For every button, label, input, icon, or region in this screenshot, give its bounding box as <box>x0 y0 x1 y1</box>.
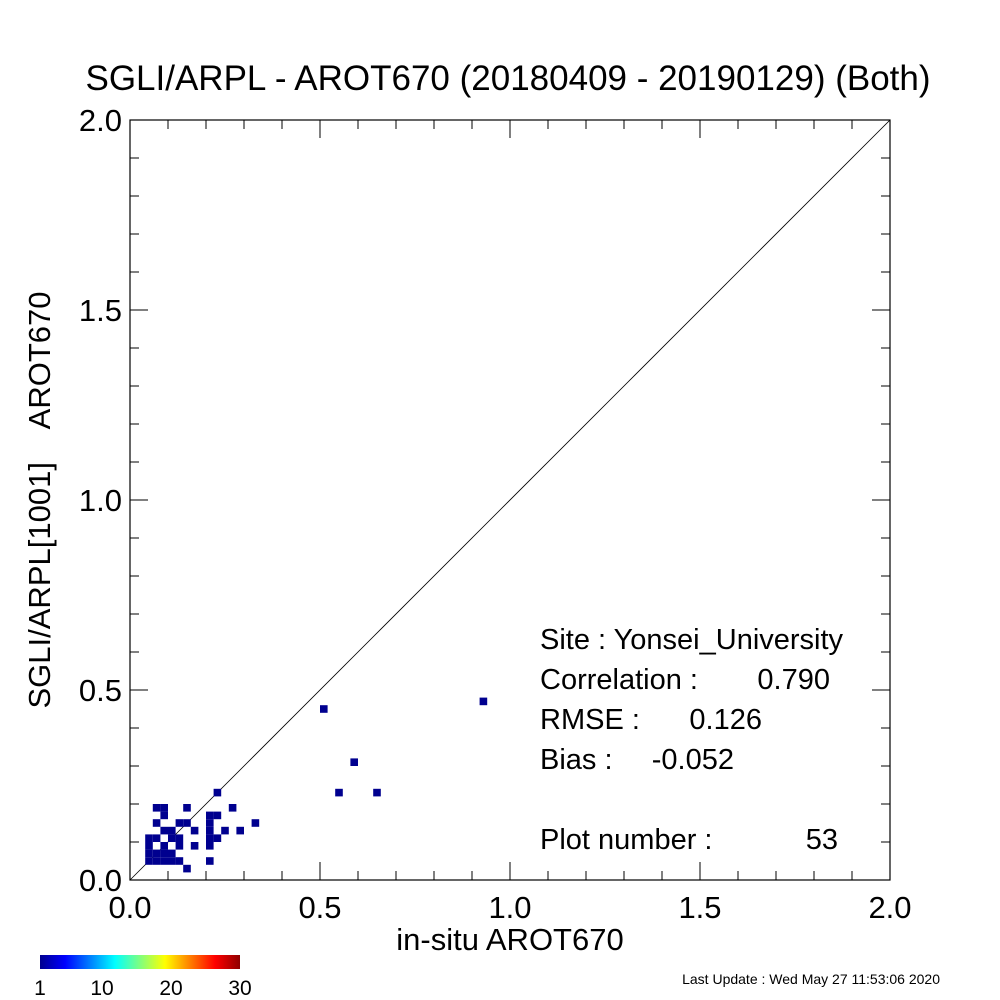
site-label: Site : Yonsei_University <box>540 624 844 656</box>
data-point <box>152 819 161 827</box>
data-point <box>160 842 168 850</box>
data-point <box>183 864 191 873</box>
data-point <box>213 788 222 797</box>
data-point <box>168 857 176 865</box>
data-point <box>160 804 168 812</box>
data-point <box>160 849 168 858</box>
colorbar-tick-label: 30 <box>228 977 251 1000</box>
correlation-value: 0.790 <box>757 664 830 696</box>
colorbar-tick-labels: 1 10 20 30 <box>34 977 252 1000</box>
data-point <box>190 826 199 835</box>
data-point <box>221 826 229 835</box>
data-point <box>228 804 237 812</box>
data-point <box>145 849 153 858</box>
data-point <box>175 842 184 850</box>
x-tick-label: 1.5 <box>678 890 721 925</box>
data-point <box>145 842 153 850</box>
data-point <box>206 819 214 827</box>
data-point <box>206 834 214 842</box>
bias-label: Bias : <box>540 744 613 776</box>
last-update-text: Last Update : Wed May 27 11:53:06 2020 <box>682 971 940 987</box>
y-tick-labels: 0.0 0.5 1.0 1.5 2.0 <box>79 103 122 898</box>
data-point <box>145 857 153 865</box>
data-point <box>236 826 244 835</box>
x-tick-label: 0.5 <box>298 890 341 925</box>
data-point <box>206 857 214 865</box>
y-tick-label: 1.5 <box>79 293 122 328</box>
data-points <box>145 697 488 873</box>
data-point <box>168 849 176 858</box>
data-point <box>479 697 488 706</box>
data-point <box>206 826 214 835</box>
axis-ticks <box>129 119 891 881</box>
colorbar-gradient <box>40 955 240 969</box>
y-tick-label: 0.5 <box>79 673 122 708</box>
plot-number-label: Plot number : <box>540 824 712 856</box>
x-tick-label: 1.0 <box>488 890 531 925</box>
chart-title: SGLI/ARPL - AROT670 (20180409 - 20190129… <box>85 59 930 98</box>
x-axis-label: in-situ AROT670 <box>396 922 623 957</box>
one-to-one-line <box>129 119 891 881</box>
data-point <box>206 811 214 820</box>
data-point <box>152 804 161 812</box>
data-point <box>213 811 222 820</box>
data-point <box>183 819 191 827</box>
bias-value: -0.052 <box>652 744 734 776</box>
data-point <box>145 834 153 842</box>
data-point <box>213 834 222 842</box>
stats-panel: Site : Yonsei_University Correlation : 0… <box>540 624 844 856</box>
x-tick-label: 0.0 <box>108 890 151 925</box>
data-point <box>350 758 358 766</box>
plot-number-value: 53 <box>806 824 838 856</box>
data-point <box>335 788 343 797</box>
correlation-label: Correlation : <box>540 664 698 696</box>
data-point <box>373 788 381 797</box>
data-point <box>168 834 176 842</box>
colorbar-tick-label: 20 <box>159 977 182 1000</box>
data-point <box>160 811 168 820</box>
data-point <box>175 857 184 865</box>
density-colorbar: 1 10 20 30 <box>34 955 252 1000</box>
plot-area <box>129 119 891 881</box>
data-point <box>183 804 191 812</box>
data-point <box>160 857 168 865</box>
y-axis-label: SGLI/ARPL[1001] AROT670 <box>22 291 57 708</box>
data-point <box>175 819 184 827</box>
colorbar-tick-label: 1 <box>34 977 46 1000</box>
x-tick-labels: 0.0 0.5 1.0 1.5 2.0 <box>108 890 911 925</box>
x-tick-label: 2.0 <box>868 890 911 925</box>
data-point <box>251 819 260 827</box>
colorbar-tick-label: 10 <box>90 977 113 1000</box>
rmse-value: 0.126 <box>689 704 762 736</box>
data-point <box>190 842 199 850</box>
data-point <box>206 842 214 850</box>
y-tick-label: 1.0 <box>79 483 122 518</box>
data-point <box>175 834 184 842</box>
data-point <box>152 834 161 842</box>
y-tick-label: 0.0 <box>79 863 122 898</box>
data-point <box>152 857 161 865</box>
data-point <box>320 705 328 713</box>
data-point <box>160 826 168 835</box>
y-tick-label: 2.0 <box>79 103 122 138</box>
rmse-label: RMSE : <box>540 704 640 736</box>
data-point <box>152 849 161 858</box>
data-point <box>168 826 176 835</box>
